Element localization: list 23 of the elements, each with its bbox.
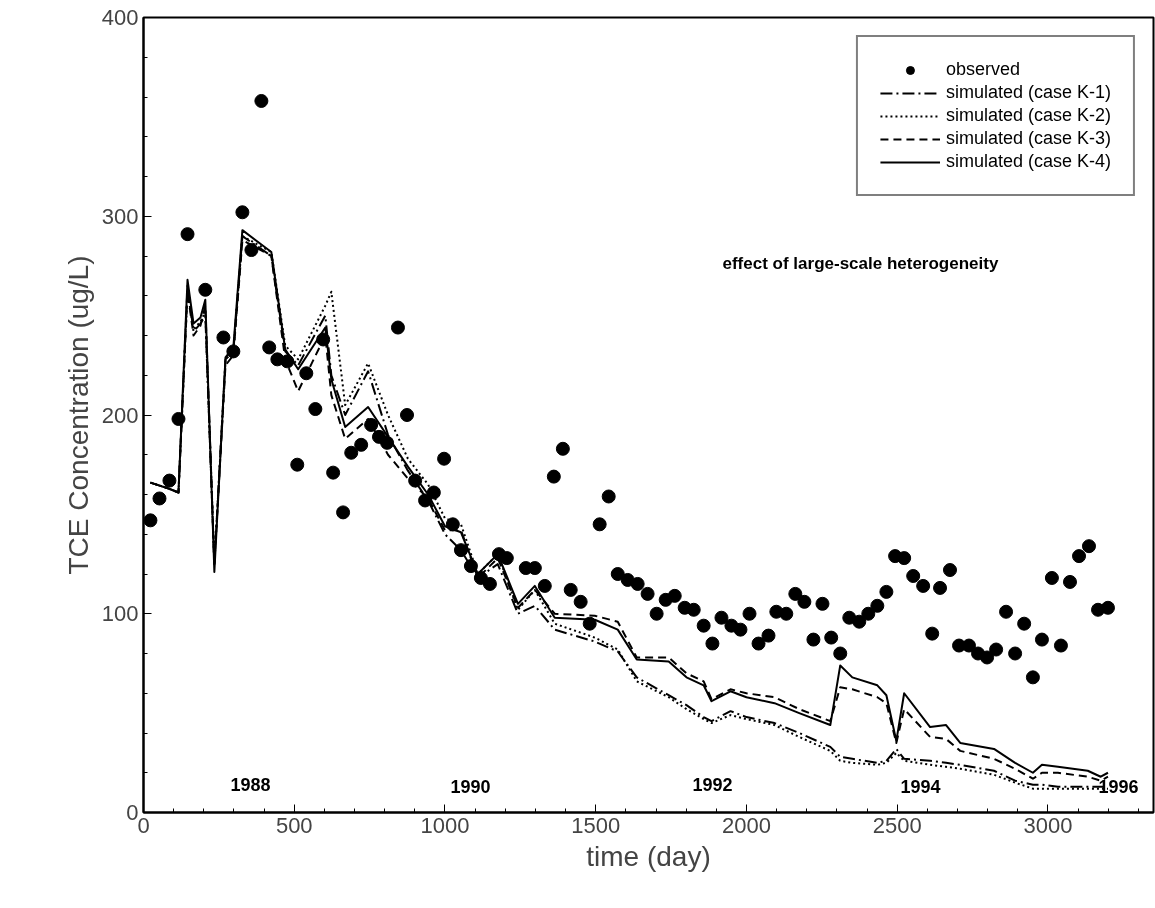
y-tick-label: 300: [101, 203, 139, 229]
x-axis-title: time (day): [586, 840, 711, 872]
x-tick-label: 500: [275, 812, 313, 838]
legend-label: simulated (case K-2): [945, 105, 1111, 126]
y-tick-label: 400: [101, 5, 139, 30]
x-tick-label: 3000: [1023, 812, 1073, 838]
x-tick-label: 2000: [722, 812, 771, 838]
annotation: effect of large-scale heterogeneity: [722, 253, 999, 273]
x-tick-label: 1500: [571, 812, 621, 838]
x-tick-label: 2500: [872, 812, 922, 838]
legend-label: observed: [945, 59, 1020, 80]
legend-label: simulated (case K-3): [945, 128, 1111, 149]
annotation: 1992: [692, 774, 733, 795]
y-tick-label: 100: [101, 601, 139, 627]
legend-label: simulated (case K-4): [945, 151, 1111, 172]
y-tick-label: 200: [101, 402, 139, 428]
x-tick-label: 1000: [420, 812, 470, 838]
annotation: 1990: [450, 776, 491, 797]
legend-label: simulated (case K-1): [945, 82, 1111, 103]
annotation: 1996: [1098, 776, 1139, 797]
annotation: 1988: [230, 774, 271, 795]
y-axis-title: TCE Concentration (ug/L): [62, 255, 94, 575]
annotation: 1994: [900, 776, 941, 797]
